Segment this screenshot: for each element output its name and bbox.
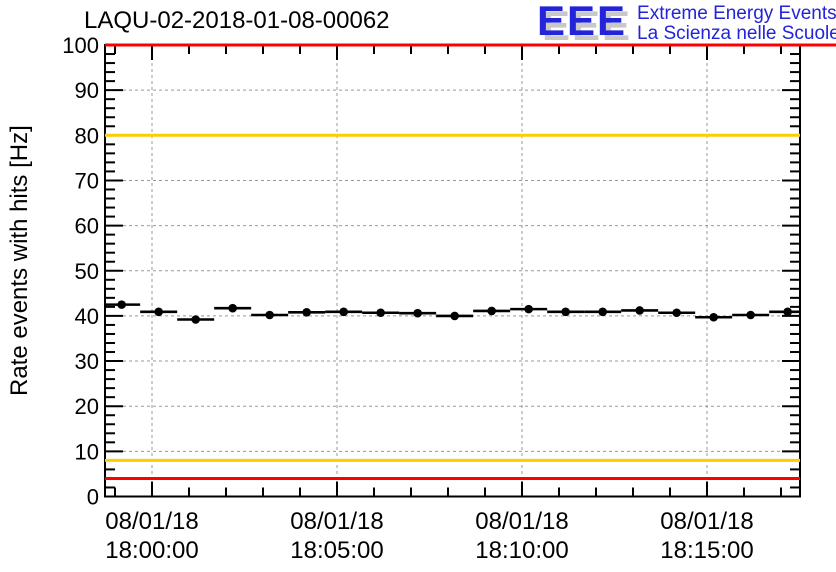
x-tick-label-time: 18:15:00	[660, 537, 753, 564]
data-point	[228, 303, 237, 313]
data-point	[302, 307, 311, 317]
eee-logo-line1: Extreme Energy Events	[637, 3, 836, 24]
y-tick-label: 100	[62, 33, 99, 58]
data-point	[487, 306, 496, 316]
data-point	[524, 304, 533, 314]
y-tick-label: 70	[75, 168, 99, 193]
y-tick-label: 60	[75, 214, 99, 239]
x-tick-label-time: 18:05:00	[290, 537, 383, 564]
y-tick-label: 20	[75, 394, 99, 419]
y-tick-label: 30	[75, 349, 99, 374]
y-axis-title: Rate events with hits [Hz]	[6, 125, 33, 396]
eee-logo-text: Extreme Energy Events La Scienza nelle S…	[637, 2, 836, 44]
x-tick-label-date: 08/01/18	[290, 508, 383, 535]
eee-logo-line2: La Scienza nelle Scuole	[637, 23, 836, 44]
data-point	[672, 308, 681, 318]
y-tick-label: 40	[75, 304, 99, 329]
eee-logo-acronym: EEE	[537, 0, 628, 44]
eee-logo: EEE Extreme Energy Events La Scienza nel…	[537, 0, 836, 44]
data-point	[635, 306, 644, 315]
y-tick-label: 0	[87, 485, 99, 510]
data-point	[709, 312, 718, 322]
data-point	[265, 310, 274, 320]
data-point	[450, 311, 459, 321]
x-tick-label-date: 08/01/18	[475, 508, 568, 535]
data-point	[746, 310, 755, 320]
data-point	[154, 307, 163, 317]
data-point	[561, 307, 570, 317]
data-point	[376, 308, 385, 318]
x-tick-label-time: 18:10:00	[475, 537, 568, 564]
y-tick-label: 80	[75, 123, 99, 148]
y-tick-label: 50	[75, 259, 99, 284]
data-point	[339, 307, 348, 317]
data-point	[598, 307, 607, 317]
y-tick-label: 10	[75, 439, 99, 464]
data-point	[191, 315, 200, 324]
data-point	[117, 300, 126, 309]
chart-title: LAQU-02-2018-01-08-00062	[84, 7, 390, 34]
y-tick-label: 90	[75, 78, 99, 103]
x-tick-label-time: 18:00:00	[105, 537, 198, 564]
data-point	[783, 307, 792, 317]
x-tick-label-date: 08/01/18	[105, 508, 198, 535]
data-point	[413, 308, 422, 318]
x-tick-label-date: 08/01/18	[660, 508, 753, 535]
